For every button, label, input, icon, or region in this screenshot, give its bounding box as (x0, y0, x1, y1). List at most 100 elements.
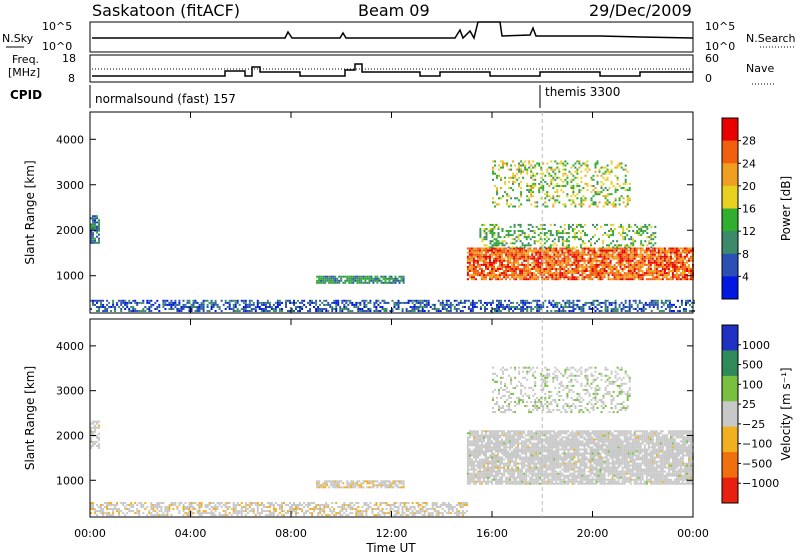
heatmap-cell (533, 261, 536, 264)
heatmap-cell (110, 306, 113, 308)
heatmap-cell (182, 506, 185, 508)
heatmap-cell (489, 263, 491, 266)
heatmap-cell (546, 168, 549, 171)
heatmap-cell (386, 281, 389, 284)
heatmap-cell (421, 299, 424, 302)
heatmap-cell (641, 247, 644, 250)
heatmap-cell (152, 504, 155, 506)
heatmap-cell (531, 249, 534, 252)
heatmap-cell (675, 265, 678, 268)
heatmap-cell (530, 170, 533, 173)
heatmap-cell (250, 308, 253, 310)
heatmap-cell (529, 255, 532, 258)
heatmap-cell (220, 299, 223, 302)
heatmap-cell (483, 438, 485, 441)
heatmap-cell (398, 281, 401, 284)
heatmap-cell (441, 299, 444, 302)
heatmap-cell (491, 440, 493, 443)
heatmap-cell (146, 514, 149, 517)
heatmap-cell (128, 308, 131, 310)
heatmap-cell (466, 466, 469, 469)
heatmap-cell (505, 278, 508, 281)
heatmap-cell (359, 301, 362, 304)
heatmap-cell (489, 270, 491, 272)
heatmap-cell (605, 253, 608, 256)
heatmap-cell (593, 249, 596, 252)
heatmap-cell (527, 253, 530, 256)
heatmap-cell (489, 432, 491, 435)
heatmap-cell (150, 306, 153, 308)
heatmap-cell (148, 308, 151, 310)
heatmap-cell (593, 259, 596, 262)
heatmap-cell (384, 281, 387, 284)
heatmap-cell (491, 430, 493, 433)
heatmap-cell (518, 185, 521, 187)
heatmap-cell (307, 301, 310, 304)
heatmap-cell (571, 223, 574, 226)
heatmap-cell (505, 249, 508, 252)
heatmap-cell (643, 255, 646, 258)
heatmap-cell (399, 502, 402, 504)
heatmap-cell (485, 278, 487, 281)
heatmap-cell (433, 308, 436, 310)
heatmap-cell (679, 274, 682, 277)
heatmap-cell (492, 172, 494, 175)
heatmap-cell (258, 306, 261, 308)
heatmap-cell (651, 278, 654, 281)
heatmap-cell (92, 303, 94, 306)
heatmap-cell (573, 257, 576, 260)
heatmap-cell (555, 247, 558, 250)
heatmap-cell (631, 276, 634, 279)
heatmap-cell (644, 308, 647, 310)
heatmap-cell (576, 176, 579, 179)
heatmap-cell (660, 301, 663, 304)
heatmap-cell (536, 201, 539, 204)
heatmap-cell (578, 162, 581, 165)
heatmap-cell (623, 278, 626, 281)
heatmap-cell (384, 486, 387, 489)
heatmap-cell (566, 180, 569, 183)
heatmap-cell (389, 506, 392, 508)
heatmap-cell (244, 310, 247, 312)
heatmap-cell (532, 185, 535, 187)
heatmap-cell (665, 255, 668, 258)
heatmap-cell (600, 301, 603, 304)
heatmap-cell (332, 281, 335, 284)
heatmap-cell (563, 265, 566, 268)
heatmap-cell (355, 502, 358, 504)
heatmap-cell (148, 299, 151, 302)
heatmap-cell (520, 160, 523, 163)
heatmap-cell (112, 514, 115, 517)
heatmap-cell (605, 247, 608, 250)
heatmap-cell (684, 263, 686, 266)
heatmap-cell (501, 438, 503, 441)
heatmap-cell (262, 510, 265, 513)
heatmap-cell (589, 274, 592, 277)
heatmap-cell (476, 478, 479, 481)
heatmap-cell (222, 303, 225, 306)
heatmap-cell (262, 504, 265, 506)
heatmap-cell (429, 306, 432, 308)
heatmap-cell (472, 438, 475, 441)
heatmap-cell (455, 299, 458, 302)
heatmap-cell (246, 310, 249, 312)
heatmap-cell (635, 259, 638, 262)
heatmap-cell (575, 259, 578, 262)
heatmap-cell (499, 468, 501, 471)
heatmap-cell (272, 308, 275, 310)
heatmap-cell (124, 299, 127, 302)
heatmap-cell (503, 432, 506, 435)
heatmap-cell (425, 299, 428, 302)
heatmap-cell (208, 301, 211, 304)
heatmap-cell (669, 247, 672, 250)
heatmap-cell (375, 306, 378, 308)
heatmap-cell (496, 303, 498, 306)
heatmap-cell (550, 160, 553, 163)
heatmap-cell (94, 237, 96, 240)
heatmap-cell (476, 476, 479, 479)
heatmap-cell (573, 270, 576, 272)
heatmap-cell (605, 261, 608, 264)
heatmap-cell (335, 306, 338, 308)
heatmap-cell (586, 185, 589, 187)
heatmap-cell (341, 508, 344, 510)
